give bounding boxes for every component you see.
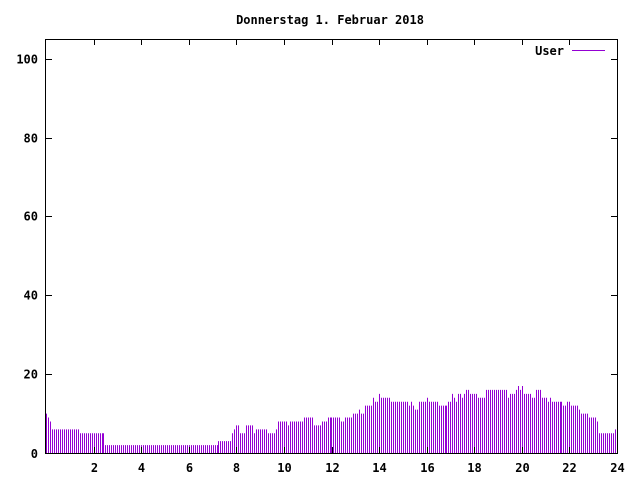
x-tick-label: 20: [515, 461, 529, 475]
x-tick-label: 14: [372, 461, 386, 475]
legend-label: User: [535, 44, 564, 58]
x-tick-label: 18: [467, 461, 481, 475]
x-tick-label: 8: [233, 461, 240, 475]
y-tick-label: 0: [31, 447, 38, 461]
x-tick-label: 16: [420, 461, 434, 475]
chart-title: Donnerstag 1. Februar 2018: [236, 13, 424, 27]
y-tick-label: 100: [16, 53, 38, 67]
x-axis: 2 4 6 8 10 12 14 16 18 20 22 24: [91, 39, 625, 475]
x-tick-label: 12: [325, 461, 339, 475]
x-tick-label: 10: [277, 461, 291, 475]
x-tick-label: 4: [138, 461, 145, 475]
y-axis: 0 20 40 60 80 100: [16, 53, 617, 461]
bars-group: [46, 385, 616, 453]
x-tick-label: 2: [91, 461, 98, 475]
y-tick-label: 80: [24, 132, 38, 146]
legend: User: [535, 44, 605, 58]
y-tick-label: 60: [24, 210, 38, 224]
x-tick-label: 22: [562, 461, 576, 475]
plot-border: [45, 39, 618, 454]
x-tick-label: 6: [186, 461, 193, 475]
y-tick-label: 20: [24, 368, 38, 382]
y-tick-label: 40: [24, 289, 38, 303]
x-tick-label: 24: [610, 461, 624, 475]
